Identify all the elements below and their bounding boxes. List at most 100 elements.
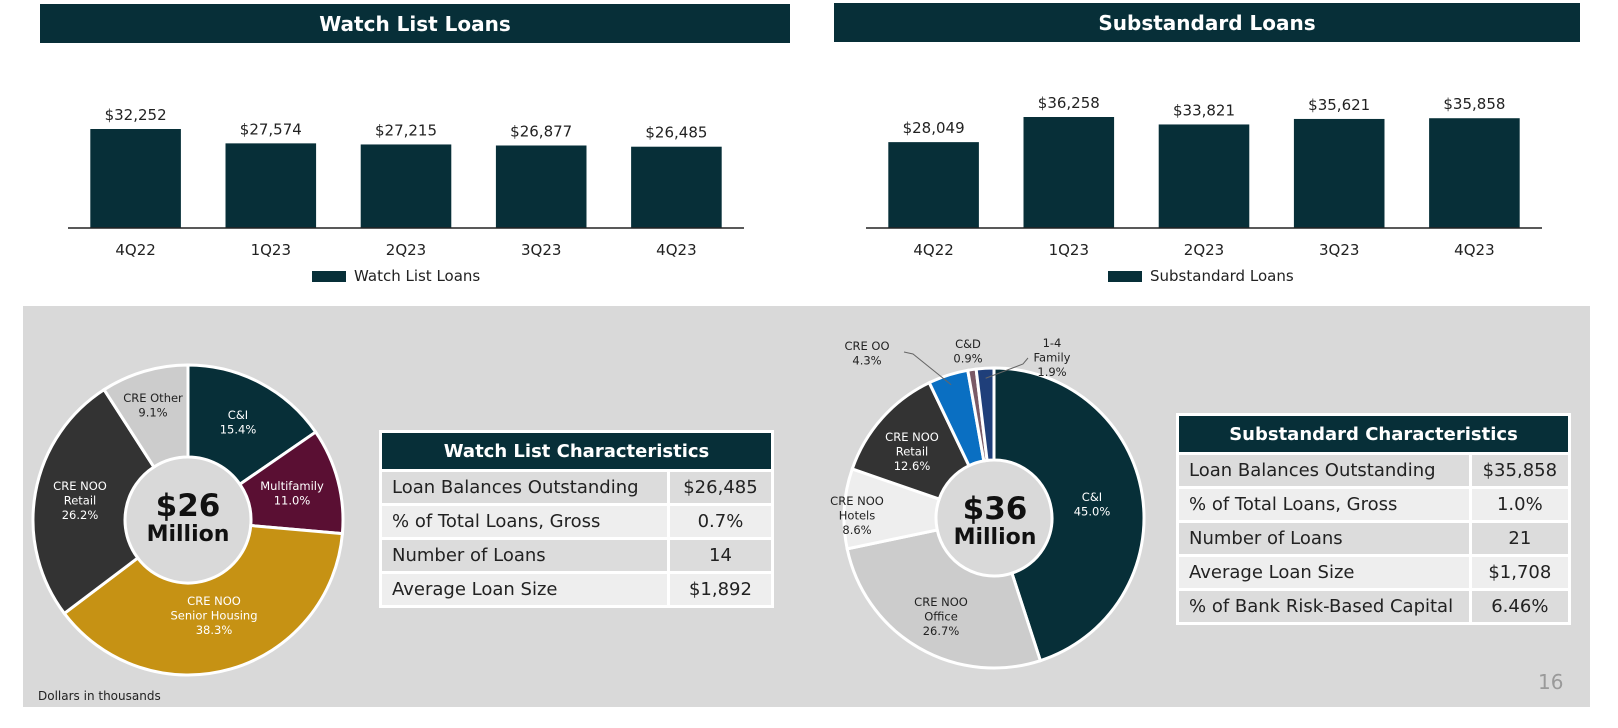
page-number: 16	[1538, 670, 1564, 694]
row-label: % of Total Loans, Gross	[379, 503, 670, 540]
row-label: Average Loan Size	[1176, 554, 1472, 591]
watch-list-legend: Watch List Loans	[312, 267, 480, 285]
donut-slice	[845, 528, 1043, 670]
legend-label: Watch List Loans	[354, 267, 481, 285]
slice-label: CRE NOO Retail 12.6%	[885, 430, 939, 473]
substandard-donut: C&I 45.0% CRE NOO Office 26.7% CRE NOO Hotels 8…	[830, 336, 1146, 670]
donut-slice	[62, 523, 345, 677]
donut-center-unit: Million	[953, 524, 1037, 550]
slice-label: C&I 45.0%	[1074, 490, 1111, 519]
table-title: Substandard Characteristics	[1176, 413, 1571, 455]
slice-label: CRE Other 9.1%	[123, 391, 183, 420]
table-row: % of Total Loans, Gross 0.7%	[379, 503, 775, 540]
bar	[1429, 118, 1520, 228]
x-tick-label: 4Q23	[1454, 241, 1494, 259]
x-tick-label: 4Q22	[115, 241, 155, 259]
substandard-bar-chart: $28,049 4Q22 $36,258 1Q23 $33,821 2Q23 $35,621…	[866, 94, 1542, 259]
slice-label: CRE NOO Office 26.7%	[914, 595, 968, 638]
bar-value-label: $35,621	[1308, 96, 1370, 114]
watch-list-bar-chart: $32,252 4Q22 $27,574 1Q23 $27,215 2Q23 $26,877…	[68, 106, 744, 259]
row-label: Average Loan Size	[379, 571, 670, 608]
bar-value-label: $28,049	[903, 119, 965, 137]
bar-value-label: $32,252	[105, 106, 167, 124]
table-row: % of Total Loans, Gross 1.0%	[1176, 486, 1572, 523]
substandard-title: Substandard Loans	[834, 3, 1580, 42]
row-value: 6.46%	[1468, 588, 1572, 625]
bar	[888, 142, 979, 228]
table-row: % of Bank Risk-Based Capital 6.46%	[1176, 588, 1572, 625]
donut-slice	[992, 366, 1146, 663]
row-value: $26,485	[666, 469, 775, 506]
legend-label: Substandard Loans	[1150, 267, 1294, 285]
slice-label: CRE NOO Senior Housing 38.3%	[170, 594, 257, 637]
table-row: Number of Loans 14	[379, 537, 775, 574]
x-tick-label: 4Q22	[913, 241, 953, 259]
table-row: Loan Balances Outstanding $35,858	[1176, 452, 1572, 489]
legend-swatch	[1108, 270, 1142, 282]
row-value: $35,858	[1468, 452, 1572, 489]
substandard-characteristics-table: Substandard Characteristics Loan Balance…	[1176, 413, 1572, 625]
watch-list-characteristics-table: Watch List Characteristics Loan Balances…	[379, 430, 775, 608]
bar	[90, 129, 181, 228]
donut-center-unit: Million	[146, 521, 230, 547]
slice-label: 1-4 Family 1.9%	[1033, 336, 1070, 379]
bar-value-label: $36,258	[1038, 94, 1100, 112]
footnote: Dollars in thousands	[38, 689, 161, 703]
row-label: Loan Balances Outstanding	[1176, 452, 1472, 489]
x-tick-label: 1Q23	[251, 241, 291, 259]
x-tick-label: 3Q23	[521, 241, 561, 259]
row-value: 14	[666, 537, 775, 574]
row-value: $1,708	[1468, 554, 1572, 591]
bar-value-label: $33,821	[1173, 101, 1235, 119]
bar	[495, 145, 587, 228]
row-label: Loan Balances Outstanding	[379, 469, 670, 506]
watch-list-donut-center: $26 Million	[123, 490, 253, 546]
x-tick-label: 3Q23	[1319, 241, 1359, 259]
donut-slice	[102, 363, 190, 470]
bar-value-label: $26,877	[510, 122, 572, 140]
watch-list-title: Watch List Loans	[40, 4, 790, 43]
x-tick-label: 1Q23	[1049, 241, 1089, 259]
bar-value-label: $35,858	[1443, 95, 1505, 113]
x-tick-label: 4Q23	[656, 241, 696, 259]
slice-label: CRE OO 4.3%	[844, 339, 889, 368]
table-row: Average Loan Size $1,892	[379, 571, 775, 608]
slice-label: C&D 0.9%	[953, 337, 982, 366]
substandard-legend: Substandard Loans	[1108, 267, 1294, 285]
donut-center-amount: $26	[155, 488, 221, 524]
slice-label: CRE NOO Retail 26.2%	[53, 479, 107, 522]
row-label: Number of Loans	[379, 537, 670, 574]
bar	[225, 143, 317, 228]
slice-label: Multifamily 11.0%	[260, 479, 324, 508]
substandard-donut-center: $36 Million	[930, 493, 1060, 549]
bar	[360, 144, 452, 228]
row-label: % of Total Loans, Gross	[1176, 486, 1472, 523]
x-tick-label: 2Q23	[1184, 241, 1224, 259]
watch-list-donut: C&I 15.4% Multifamily 11.0% CRE NOO Senior Ho…	[31, 363, 345, 677]
bar-value-label: $27,215	[375, 121, 437, 139]
row-label: Number of Loans	[1176, 520, 1472, 557]
legend-swatch	[312, 270, 346, 282]
leader-line	[985, 357, 1029, 379]
donut-center-amount: $36	[962, 491, 1028, 527]
table-title: Watch List Characteristics	[379, 430, 774, 472]
donut-slice	[186, 363, 318, 487]
x-tick-label: 2Q23	[386, 241, 426, 259]
slice-label: C&I 15.4%	[220, 408, 257, 437]
bar	[1293, 118, 1385, 228]
bar	[1023, 117, 1115, 228]
donut-slice	[974, 366, 996, 463]
donut-slice	[31, 387, 156, 616]
slice-label: CRE NOO Hotels 8.6%	[830, 494, 884, 537]
bar	[631, 146, 722, 228]
row-value: $1,892	[666, 571, 775, 608]
table-row: Number of Loans 21	[1176, 520, 1572, 557]
leader-line	[903, 351, 952, 386]
row-value: 21	[1468, 520, 1572, 557]
table-row: Average Loan Size $1,708	[1176, 554, 1572, 591]
row-value: 1.0%	[1468, 486, 1572, 523]
row-value: 0.7%	[666, 503, 775, 540]
row-label: % of Bank Risk-Based Capital	[1176, 588, 1472, 625]
bar-value-label: $26,485	[645, 124, 707, 142]
bar	[1158, 124, 1250, 228]
